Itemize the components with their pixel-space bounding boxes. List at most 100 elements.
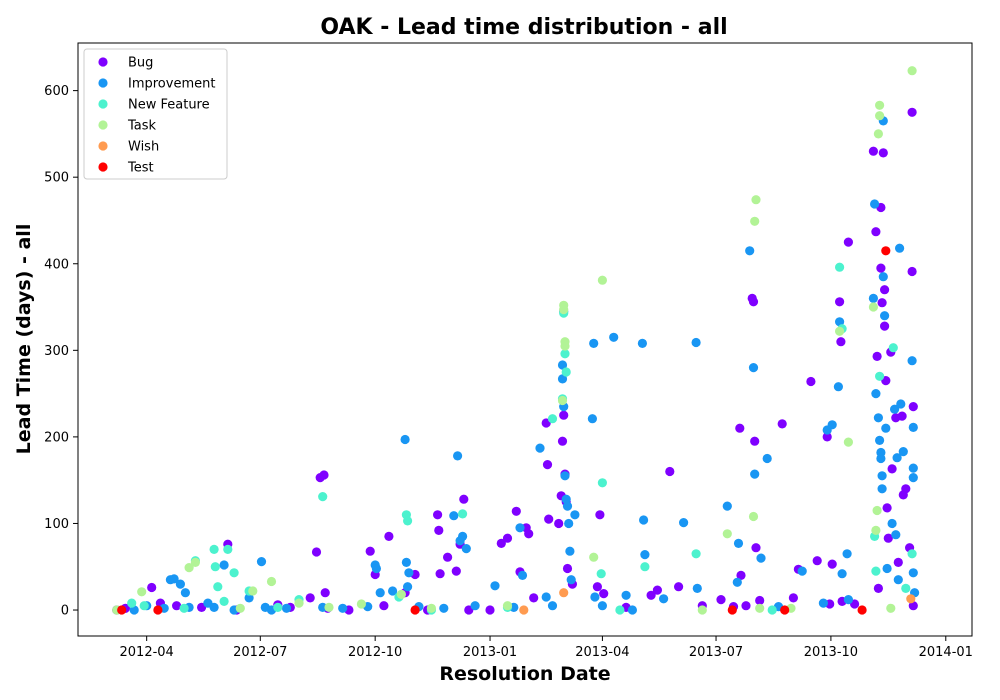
data-point <box>401 557 411 568</box>
legend-box <box>83 48 228 180</box>
legend-label: Wish <box>128 140 159 155</box>
data-point <box>697 605 707 615</box>
data-point <box>547 414 558 424</box>
legend-marker <box>98 57 108 67</box>
data-point <box>871 227 881 237</box>
data-point <box>375 588 385 598</box>
data-point <box>640 562 650 572</box>
data-point <box>876 263 886 273</box>
data-point <box>755 595 765 606</box>
data-point <box>893 557 903 568</box>
data-point <box>209 544 219 555</box>
data-point <box>806 376 816 387</box>
data-point <box>748 297 759 307</box>
data-point <box>281 603 292 613</box>
data-point <box>557 360 568 370</box>
data-point <box>836 337 846 347</box>
data-point <box>219 560 229 570</box>
data-point <box>907 356 917 366</box>
data-point <box>777 419 787 429</box>
data-point <box>461 544 471 554</box>
data-point <box>751 195 761 205</box>
legend-marker <box>98 141 108 151</box>
data-point <box>318 492 328 502</box>
data-point <box>896 399 906 409</box>
data-point <box>901 484 911 494</box>
data-point <box>893 575 903 585</box>
data-point <box>451 566 461 576</box>
data-point <box>557 395 568 406</box>
data-point <box>735 423 745 433</box>
data-point <box>404 568 414 578</box>
data-point <box>640 550 650 560</box>
data-point <box>209 602 219 613</box>
data-point <box>453 451 463 461</box>
data-point <box>722 501 732 511</box>
data-point <box>872 351 882 361</box>
data-point <box>621 590 631 600</box>
data-point <box>371 563 381 574</box>
data-point <box>868 146 879 156</box>
data-point <box>502 601 513 611</box>
data-point <box>877 484 887 494</box>
data-point <box>496 538 506 549</box>
data-point <box>877 298 887 308</box>
legend-label: Task <box>127 119 157 134</box>
data-point <box>748 511 759 522</box>
data-point <box>907 549 917 559</box>
data-point <box>880 285 890 295</box>
data-point <box>692 583 702 594</box>
data-point <box>129 605 139 615</box>
legend-label: Bug <box>128 56 153 71</box>
data-point <box>305 593 315 603</box>
data-point <box>733 538 744 549</box>
data-point <box>751 543 761 553</box>
data-point <box>639 515 649 525</box>
data-point <box>379 601 389 611</box>
data-point <box>560 349 570 359</box>
data-point <box>906 594 916 604</box>
data-point <box>627 605 638 615</box>
data-point <box>897 411 907 421</box>
data-point <box>560 341 570 351</box>
data-point <box>400 434 410 445</box>
data-point <box>223 544 233 555</box>
data-point <box>459 494 469 504</box>
data-point <box>875 100 885 110</box>
data-point <box>780 605 790 615</box>
data-point <box>311 547 322 557</box>
data-point <box>736 570 746 581</box>
y-tick-label: 600 <box>44 84 69 99</box>
data-point <box>294 598 304 608</box>
data-point <box>439 603 449 613</box>
data-point <box>615 605 625 615</box>
data-point <box>691 549 701 559</box>
data-point <box>637 338 648 348</box>
data-point <box>256 557 267 567</box>
data-point <box>184 563 194 573</box>
data-point <box>878 148 888 158</box>
data-point <box>320 588 330 598</box>
y-tick-label: 500 <box>44 171 69 186</box>
data-point <box>502 533 513 543</box>
data-point <box>881 423 891 433</box>
data-point <box>434 525 444 536</box>
data-point <box>485 605 495 615</box>
x-tick-label: 2014-01 <box>919 645 973 660</box>
data-point <box>907 107 917 117</box>
data-point <box>750 216 760 226</box>
data-point <box>842 549 852 559</box>
data-point <box>210 562 220 572</box>
data-point <box>559 588 569 598</box>
x-tick-label: 2013-10 <box>804 645 858 660</box>
data-point <box>519 605 529 615</box>
data-point <box>248 586 258 596</box>
data-point <box>812 556 822 566</box>
y-tick-label: 300 <box>44 344 69 359</box>
data-point <box>691 337 701 348</box>
data-point <box>873 129 884 139</box>
data-point <box>797 566 807 576</box>
data-point <box>843 437 854 447</box>
data-point <box>755 603 765 613</box>
data-point <box>356 599 366 609</box>
